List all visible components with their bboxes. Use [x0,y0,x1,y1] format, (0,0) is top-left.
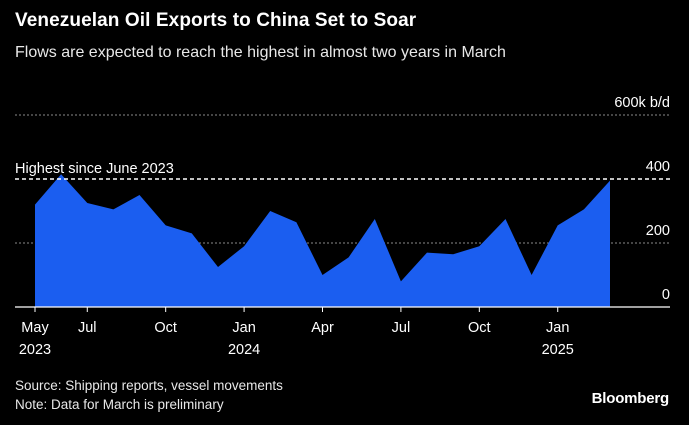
y-tick-label: 200 [646,223,670,239]
x-tick-label: Oct [468,320,491,336]
footer-notes: Source: Shipping reports, vessel movemen… [15,376,283,414]
reference-line-label: Highest since June 2023 [15,161,174,177]
x-tick-year-label: 2024 [228,342,260,358]
source-note: Source: Shipping reports, vessel movemen… [15,378,283,393]
x-tick-year-label: 2025 [542,342,574,358]
chart-title: Venezuelan Oil Exports to China Set to S… [15,10,417,31]
x-tick-label: May [21,320,49,336]
y-tick-label: 400 [646,159,670,175]
x-tick-label: Jan [546,320,569,336]
x-tick-label: Apr [311,320,334,336]
x-tick-label: Jul [78,320,97,336]
area-series [35,174,610,307]
y-tick-label: 0 [662,287,670,303]
x-tick-year-label: 2023 [19,342,51,358]
x-tick-label: Oct [154,320,177,336]
x-tick-label: Jan [232,320,255,336]
chart-subtitle: Flows are expected to reach the highest … [15,44,506,61]
bloomberg-logo: Bloomberg [591,390,670,407]
preliminary-note: Note: Data for March is preliminary [15,397,224,412]
x-tick-label: Jul [392,320,411,336]
y-tick-label: 600k b/d [614,95,670,111]
